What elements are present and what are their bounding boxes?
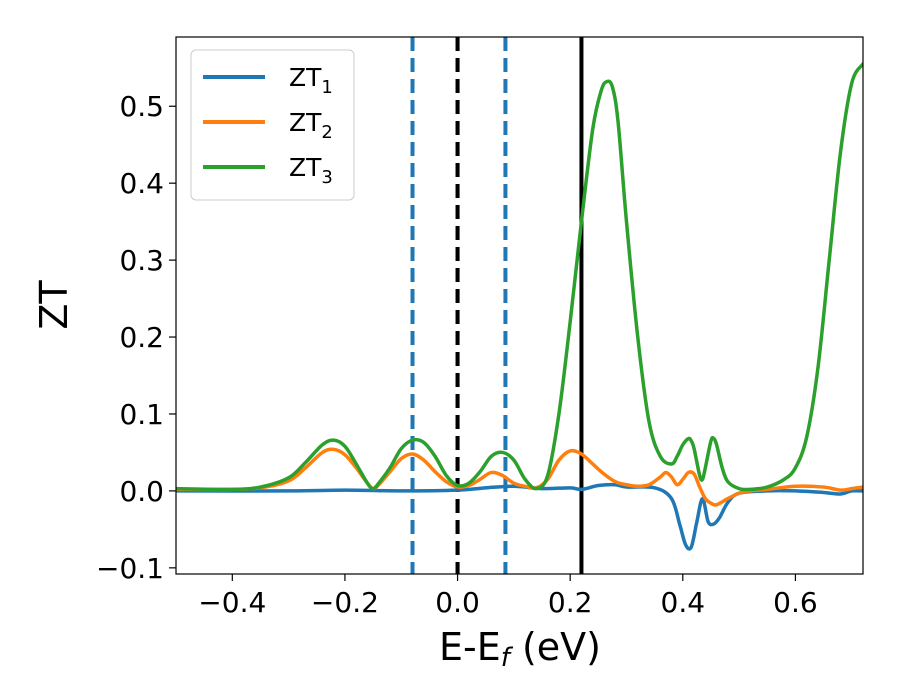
x-tick-label: 0.2 (548, 586, 593, 619)
series-lines (176, 62, 863, 551)
legend-box (190, 49, 355, 201)
x-axis-title: E-Ef (eV) (439, 625, 601, 673)
reference-lines (410, 37, 584, 574)
x-tick-label: 0.6 (773, 586, 818, 619)
x-tick-label: −0.2 (311, 586, 379, 619)
y-tick-label: 0.5 (119, 90, 164, 123)
y-tick-label: 0.4 (119, 167, 164, 200)
y-tick-label: 0.3 (119, 244, 164, 277)
y-tick-label: 0.2 (119, 321, 164, 354)
series-line-1 (176, 482, 863, 551)
plot-frame (175, 36, 864, 575)
legend-label-2: ZT2 (289, 108, 333, 143)
legend-label-1: ZT1 (289, 63, 333, 98)
y-axis-title: ZT (32, 280, 76, 330)
y-tick-label: 0.1 (119, 398, 164, 431)
x-tick-label: −0.4 (198, 586, 266, 619)
series-line-3 (176, 62, 863, 492)
y-axis-ticks: −0.1 0.0 0.1 0.2 0.3 0.4 0.5 (96, 90, 176, 585)
legend: ZT1 ZT2 ZT3 (190, 49, 355, 201)
x-tick-label: 0.4 (661, 586, 706, 619)
y-tick-label: 0.0 (119, 475, 164, 508)
x-axis-ticks: −0.4 −0.2 0.0 0.2 0.4 0.6 (198, 574, 818, 619)
y-tick-label: −0.1 (96, 552, 164, 585)
legend-label-3: ZT3 (289, 153, 333, 188)
series-line-2 (176, 447, 863, 507)
x-tick-label: 0.0 (435, 586, 480, 619)
